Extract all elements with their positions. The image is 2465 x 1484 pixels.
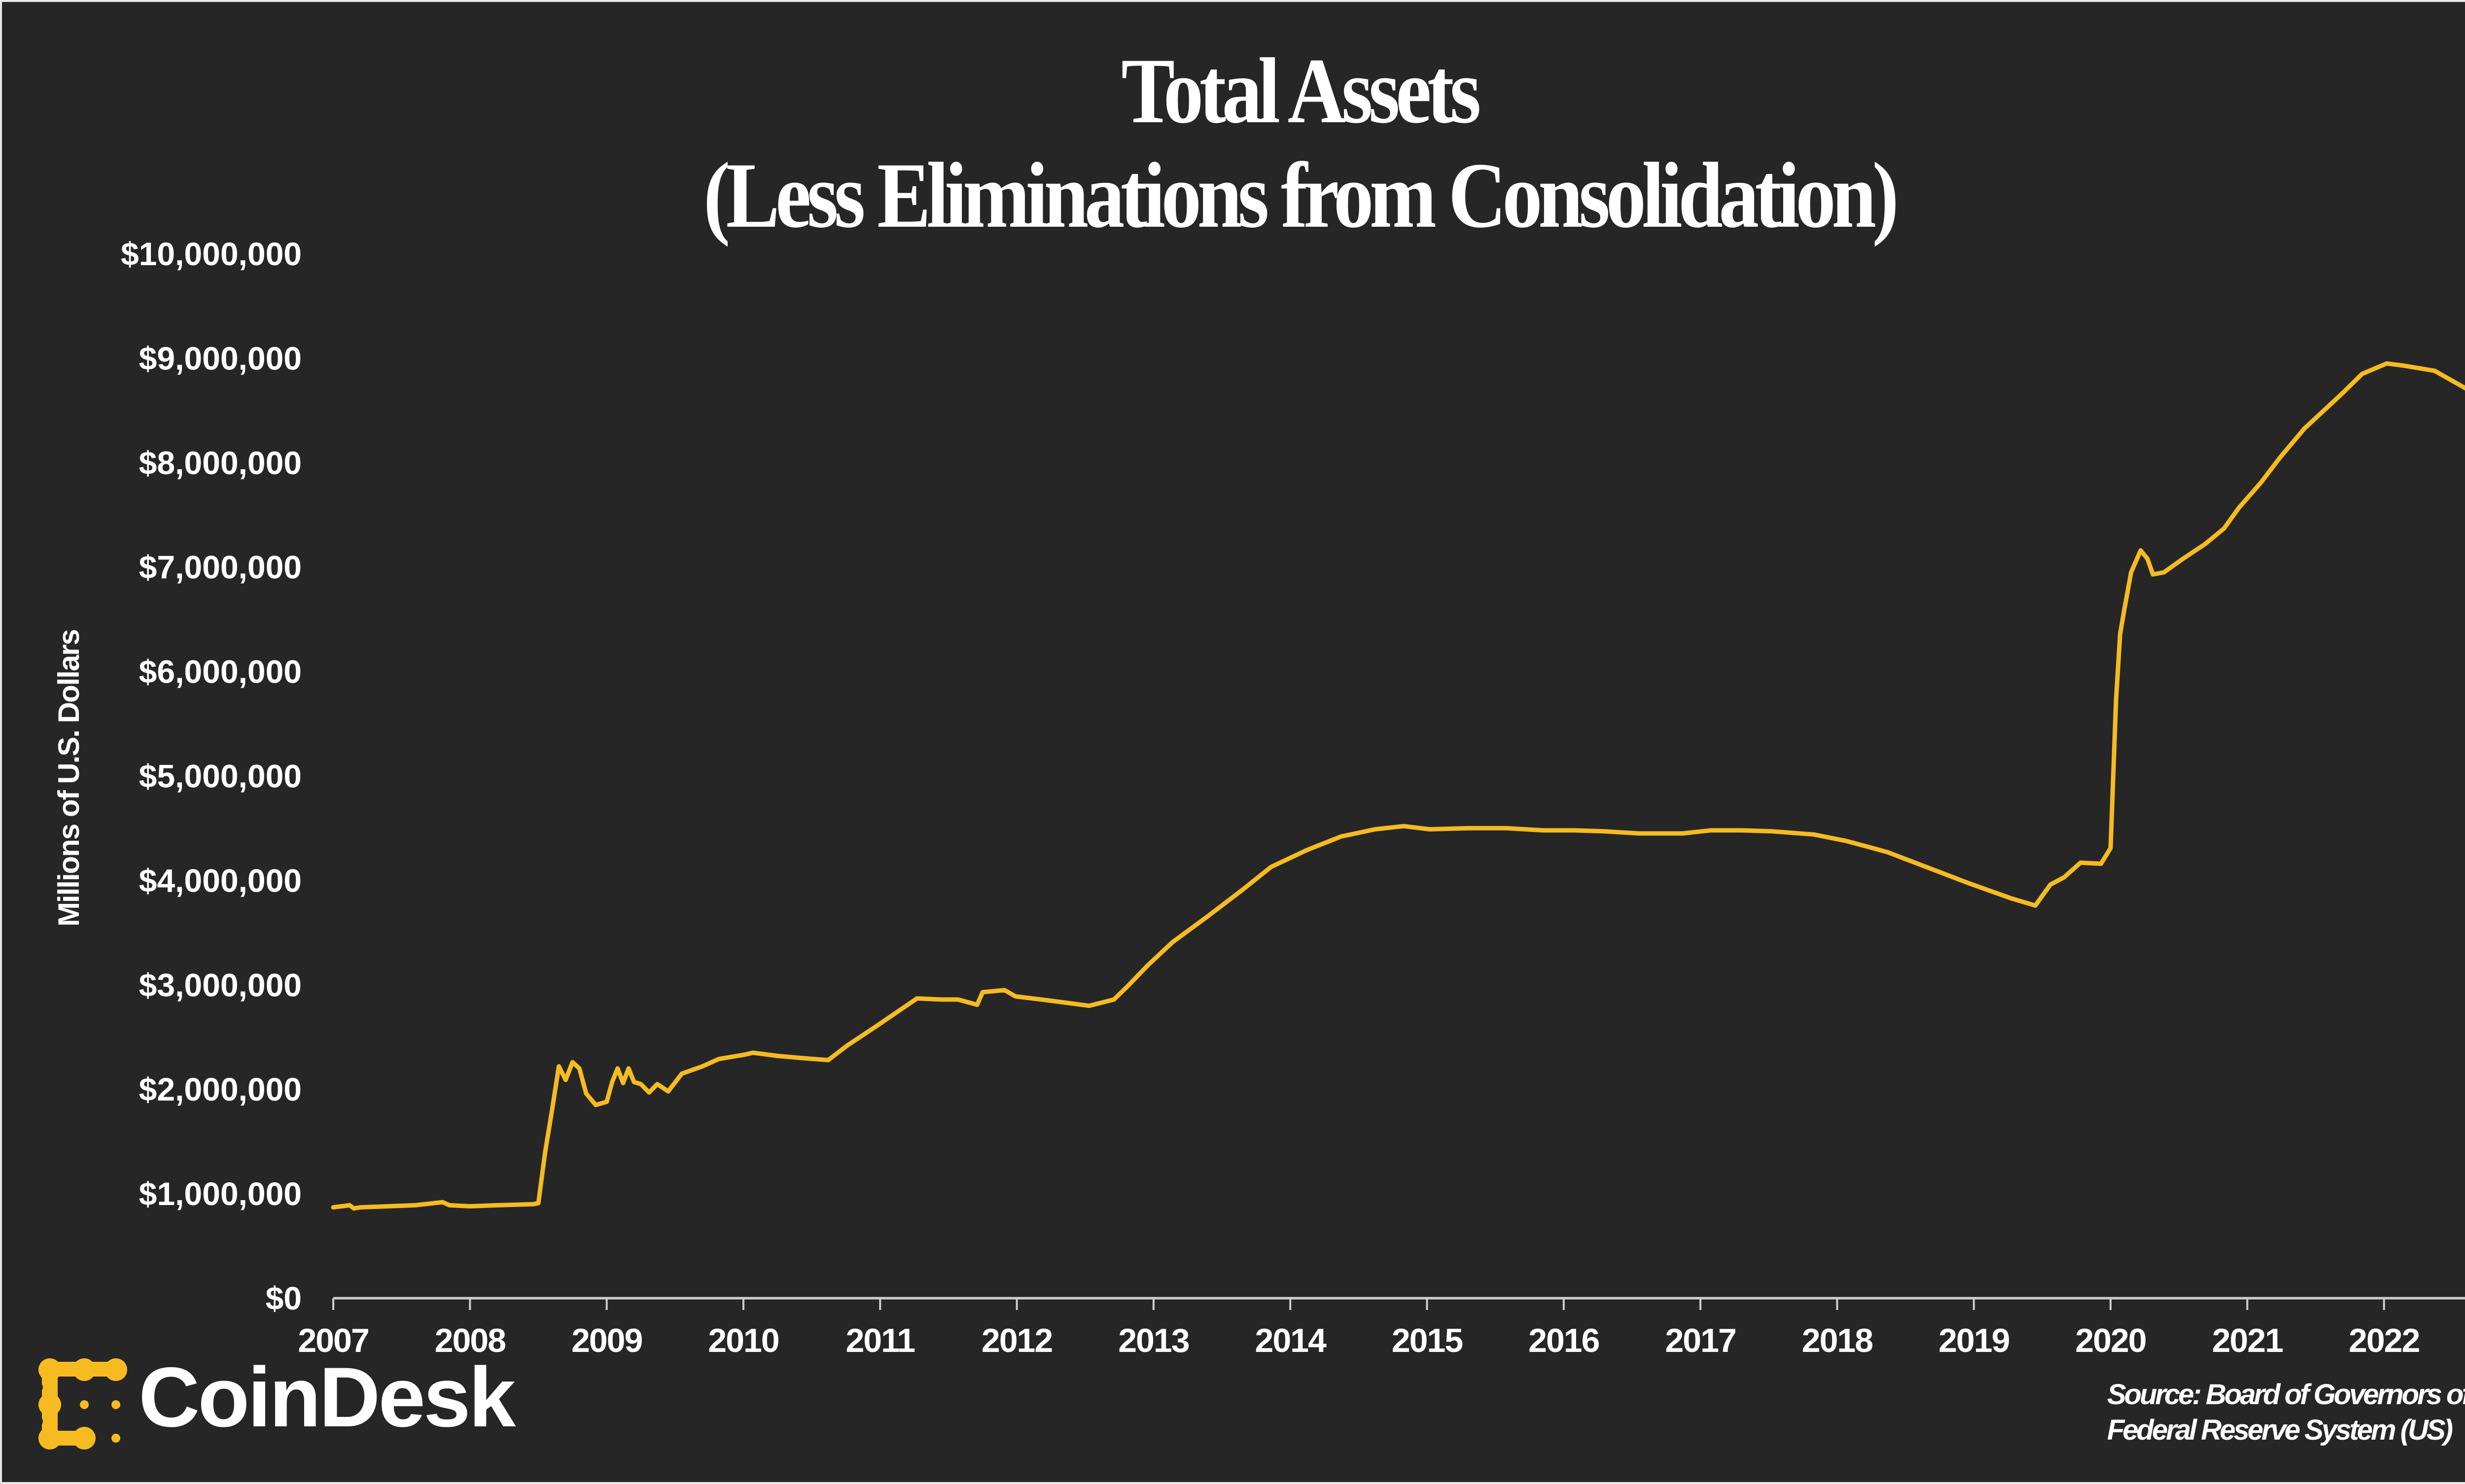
y-tick-label: $5,000,000 <box>139 758 302 794</box>
x-tick-label: 2018 <box>1802 1322 1872 1359</box>
y-tick-label: $10,000,000 <box>121 236 302 272</box>
y-tick-label: $1,000,000 <box>139 1175 302 1212</box>
x-tick-label: 2019 <box>1938 1322 2009 1359</box>
x-tick-label: 2022 <box>2349 1322 2419 1359</box>
y-tick-label: $9,000,000 <box>139 340 302 377</box>
brand-name: CoinDesk <box>139 1350 516 1445</box>
coindesk-logo-icon <box>38 1357 127 1453</box>
x-tick-label: 2007 <box>298 1322 368 1359</box>
y-tick-label: $8,000,000 <box>139 445 302 481</box>
y-axis-label: Millions of U.S. Dollars <box>52 630 85 927</box>
x-tick-label: 2020 <box>2075 1322 2146 1359</box>
y-tick-label: $2,000,000 <box>139 1071 302 1107</box>
source-note: Source: Board of Governors of the Federa… <box>2107 1377 2465 1448</box>
source-line-2: Federal Reserve System (US) <box>2107 1414 2453 1446</box>
x-tick-label: 2014 <box>1255 1322 1327 1359</box>
x-tick-label: 2015 <box>1392 1322 1462 1359</box>
series-group <box>331 361 2465 1211</box>
x-tick-label: 2011 <box>845 1322 915 1359</box>
y-tick-label: $7,000,000 <box>139 549 302 586</box>
chart-title: Total Assets <box>1121 39 1481 143</box>
y-tick-label: $6,000,000 <box>139 654 302 690</box>
x-tick-label: 2021 <box>2212 1322 2283 1359</box>
y-axis-ticks: $0 $1,000,000 $2,000,000 $3,000,000 $4,000,0… <box>121 236 302 1316</box>
x-tick-label: 2013 <box>1118 1322 1189 1359</box>
source-line-1: Source: Board of Governors of the <box>2107 1379 2465 1411</box>
y-tick-label: $3,000,000 <box>139 966 302 1003</box>
y-tick-label: $4,000,000 <box>139 862 302 898</box>
x-axis: 2007 2008 2009 2010 2011 2012 2013 2014 2015 2016… <box>298 1297 2465 1359</box>
x-tick-label: 2016 <box>1528 1322 1599 1359</box>
chart-subtitle: (Less Eliminations from Consolidation) <box>703 144 1899 247</box>
x-tick-label: 2012 <box>982 1322 1052 1359</box>
y-tick-label: $0 <box>266 1280 302 1316</box>
x-tick-label: 2017 <box>1665 1322 1735 1359</box>
x-tick-label: 2008 <box>435 1322 505 1359</box>
x-tick-label: 2010 <box>708 1322 778 1359</box>
series-line-total-assets <box>331 361 2465 1211</box>
x-tick-label: 2009 <box>571 1322 642 1359</box>
